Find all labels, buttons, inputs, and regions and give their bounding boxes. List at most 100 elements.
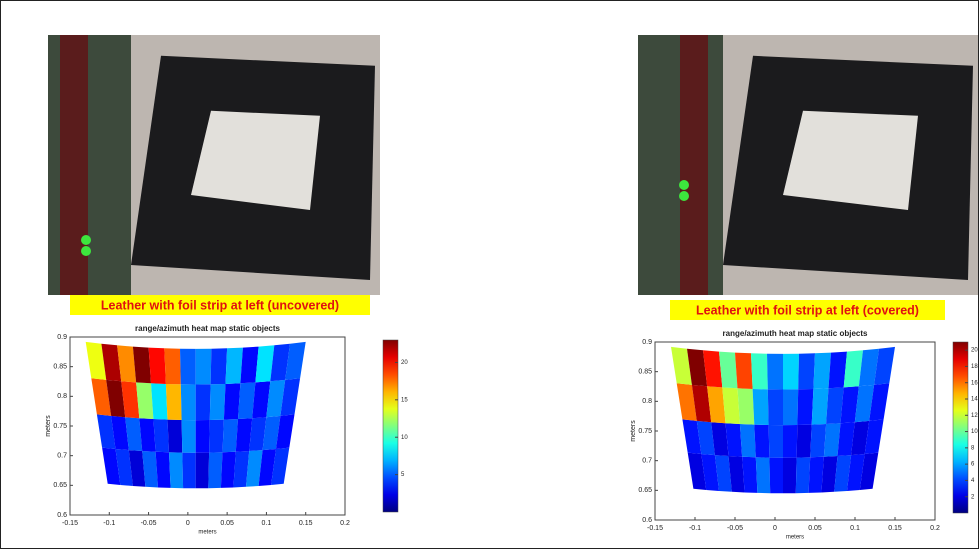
heat-cell: [837, 422, 855, 456]
heat-cell: [864, 419, 884, 454]
heat-cell: [153, 419, 169, 453]
heat-cell: [737, 388, 755, 425]
heat-cell: [181, 420, 196, 453]
heat-cell: [164, 348, 181, 385]
x-tick-label: -0.15: [62, 520, 78, 527]
y-tick-label: 0.6: [57, 512, 67, 519]
heat-cell: [671, 346, 692, 385]
heat-cell: [235, 418, 253, 452]
heat-cell: [208, 452, 223, 489]
heat-cell: [840, 386, 859, 424]
heat-cell: [125, 417, 143, 451]
heat-cell: [262, 415, 281, 451]
heat-cell: [280, 378, 301, 416]
heat-cell: [767, 389, 783, 426]
heat-cell: [223, 383, 241, 420]
heat-cell: [249, 417, 267, 451]
heat-cell: [209, 419, 224, 453]
heat-cell: [795, 457, 811, 494]
heat-cell: [742, 456, 758, 493]
heat-cell: [687, 452, 707, 490]
x-tick-label: 0.1: [262, 520, 272, 527]
heat-cell: [180, 384, 196, 421]
heat-cell: [96, 414, 116, 449]
heat-cell: [210, 348, 228, 385]
heat-cell: [821, 456, 838, 493]
heat-cell: [810, 424, 827, 458]
circuit-board: [680, 35, 708, 295]
x-tick-label: -0.1: [103, 520, 115, 527]
heat-cell: [121, 381, 140, 419]
heat-cell: [755, 457, 771, 494]
heat-cell: [828, 351, 847, 389]
heat-cell: [798, 353, 815, 390]
heat-cell: [843, 350, 863, 388]
heat-cell: [783, 425, 798, 458]
heat-cell: [182, 452, 196, 489]
heat-cell: [139, 418, 156, 452]
colorbar-tick-label: 16: [971, 380, 978, 386]
heat-cell: [128, 450, 146, 487]
heat-cell: [768, 425, 783, 458]
x-tick-label: 0: [773, 525, 777, 532]
chart-title: range/azimuth heat map static objects: [135, 324, 280, 333]
colorbar-tick-label: 6: [971, 462, 975, 468]
y-tick-label: 0.6: [642, 517, 652, 524]
foil-square: [191, 110, 320, 210]
heat-cell: [115, 449, 133, 486]
heat-cell: [91, 378, 112, 416]
colorbar: [382, 339, 399, 513]
heat-cell: [811, 388, 829, 425]
heat-cell: [869, 383, 890, 421]
heat-cell: [225, 347, 243, 384]
x-tick-label: -0.1: [689, 525, 701, 532]
heat-cell: [252, 381, 271, 419]
colorbar-tick-label: 2: [971, 494, 975, 500]
heat-cell: [754, 424, 770, 458]
chart-title: range/azimuth heat map static objects: [723, 329, 868, 338]
heat-cell: [703, 350, 723, 388]
heat-cell: [722, 387, 740, 424]
colorbar-tick-label: 10: [971, 429, 978, 435]
heat-cell: [813, 352, 831, 389]
heat-cell: [111, 415, 129, 451]
colorbar-tick-label: 12: [971, 413, 978, 419]
colorbar-tick-label: 5: [401, 472, 405, 478]
heat-cell: [102, 447, 121, 485]
colorbar-tick-label: 20: [971, 348, 978, 354]
heat-cell: [238, 382, 256, 419]
caption: Leather with foil strip at left (uncover…: [101, 298, 339, 312]
colorbar-tick-label: 20: [401, 360, 408, 366]
heat-cell: [701, 454, 719, 491]
heat-cell: [859, 452, 879, 490]
heat-cell: [769, 457, 783, 494]
heat-cell: [783, 457, 797, 494]
heat-cell: [255, 345, 275, 383]
heat-cell: [136, 382, 154, 419]
heat-cell: [155, 451, 171, 488]
heat-cell: [826, 387, 844, 424]
heat-cell: [167, 419, 183, 453]
heat-cell: [682, 419, 702, 454]
photo: [48, 35, 380, 295]
heat-cell: [180, 348, 196, 385]
photo: [638, 35, 978, 295]
heat-cell: [714, 455, 732, 492]
y-tick-label: 0.9: [642, 339, 652, 346]
axes: [69, 336, 346, 516]
caption-box: [70, 295, 370, 315]
heat-cell: [739, 424, 756, 458]
x-tick-label: 0.2: [930, 525, 940, 532]
x-tick-label: -0.05: [727, 525, 743, 532]
caption: Leather with foil strip at left (covered…: [696, 303, 919, 317]
heat-cell: [195, 384, 211, 421]
heat-cell: [808, 456, 824, 493]
heat-cell: [195, 452, 210, 489]
heat-cell: [209, 384, 226, 420]
led: [81, 246, 91, 256]
heat-cell: [696, 420, 715, 456]
heat-cell: [783, 353, 799, 390]
heat-cell: [711, 422, 729, 456]
x-tick-label: 0.1: [850, 525, 860, 532]
